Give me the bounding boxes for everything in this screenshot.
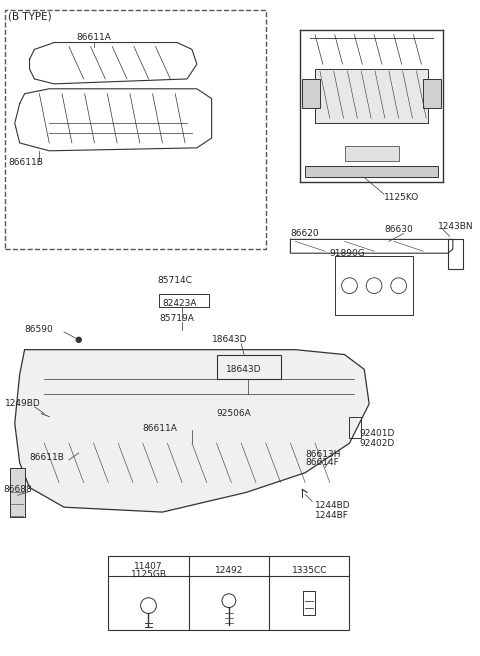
Text: 18643D: 18643D	[227, 365, 262, 374]
Bar	[305, 165, 438, 177]
Bar	[335, 256, 413, 315]
Bar	[302, 79, 320, 108]
Text: 1249BD: 1249BD	[5, 400, 41, 408]
Text: 85719A: 85719A	[159, 314, 194, 323]
Text: 1125KO: 1125KO	[384, 193, 419, 201]
Text: 85714C: 85714C	[157, 276, 192, 285]
Bar	[423, 79, 441, 108]
Text: 86630: 86630	[384, 225, 413, 234]
Text: 86611A: 86611A	[76, 33, 111, 42]
Text: 86614F: 86614F	[305, 459, 339, 467]
Bar	[448, 239, 463, 269]
Text: 86688: 86688	[3, 485, 32, 494]
Text: 82423A: 82423A	[162, 299, 197, 308]
Text: 86620: 86620	[290, 229, 319, 238]
Bar	[216, 355, 281, 379]
Bar	[5, 10, 266, 249]
Text: 86613H: 86613H	[305, 449, 341, 459]
Text: 1335CC: 1335CC	[291, 565, 327, 575]
Bar	[159, 293, 209, 307]
Circle shape	[76, 337, 81, 342]
Text: 92401D: 92401D	[360, 429, 395, 438]
Text: 86590: 86590	[24, 325, 53, 335]
Bar	[108, 556, 349, 630]
Text: 12492: 12492	[215, 565, 243, 575]
Text: 1244BD: 1244BD	[315, 501, 351, 510]
Text: 1243BN: 1243BN	[438, 222, 474, 231]
Polygon shape	[15, 350, 369, 512]
Text: (B TYPE): (B TYPE)	[8, 12, 51, 22]
Text: 86611B: 86611B	[8, 158, 43, 167]
Text: 86611A: 86611A	[143, 424, 178, 433]
Bar	[345, 146, 399, 161]
Bar	[349, 417, 361, 438]
Text: 91890G: 91890G	[330, 249, 366, 258]
Text: 92402D: 92402D	[360, 439, 395, 447]
Text: 1244BF: 1244BF	[315, 510, 349, 520]
Text: 86611B: 86611B	[30, 453, 64, 462]
Bar	[10, 468, 24, 517]
Bar	[315, 69, 428, 123]
Text: 18643D: 18643D	[212, 335, 247, 344]
Text: 1125GB: 1125GB	[131, 569, 167, 579]
Text: 11407: 11407	[134, 562, 163, 571]
Text: 92506A: 92506A	[216, 409, 252, 418]
